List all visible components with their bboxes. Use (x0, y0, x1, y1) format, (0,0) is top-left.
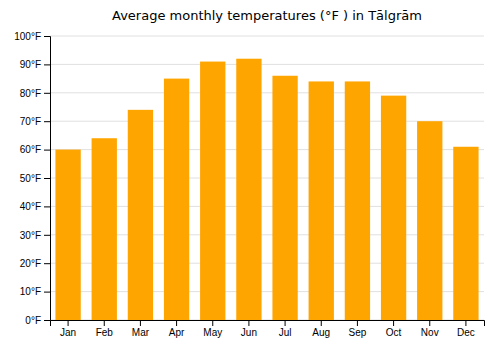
grid-line (50, 92, 484, 93)
y-tick-mark (44, 206, 50, 207)
grid-line (50, 36, 484, 37)
bar (55, 150, 80, 320)
x-tick-mark (465, 320, 466, 326)
y-tick-mark (44, 178, 50, 179)
y-tick-label: 80°F (20, 88, 41, 99)
bar (309, 81, 334, 320)
y-tick: 90°F (20, 59, 50, 70)
x-tick-mark (321, 320, 322, 326)
y-tick: 30°F (20, 230, 50, 241)
y-tick-label: 0°F (25, 315, 41, 326)
y-tick-mark (44, 121, 50, 122)
y-tick-mark (44, 150, 50, 151)
y-tick-label: 100°F (14, 31, 41, 42)
grid-line (50, 64, 484, 65)
y-tick-label: 90°F (20, 59, 41, 70)
x-tick-mark (140, 320, 141, 326)
x-tick-label: Dec (457, 327, 475, 338)
x-tick-label: Sep (349, 327, 367, 338)
y-axis: 0°F 10°F 20°F 30°F 40°F 50°F 60°F 70°F 80°F 90°F 1… (14, 31, 50, 326)
x-tick: Feb (96, 320, 114, 338)
plot-area: Jan Feb Mar Apr May Jun Jul Aug Sep Oct Nov Dec 0°F 1… (14, 31, 484, 338)
y-tick-mark (44, 235, 50, 236)
x-tick: Oct (386, 320, 402, 338)
y-tick: 40°F (20, 201, 50, 212)
y-tick-mark (44, 93, 50, 94)
y-tick-mark (44, 292, 50, 293)
bar (128, 110, 153, 320)
y-axis-line (44, 37, 51, 321)
x-tick-label: Feb (96, 327, 114, 338)
x-tick-mark (285, 320, 286, 326)
x-tick-mark (68, 320, 69, 326)
x-axis: Jan Feb Mar Apr May Jun Jul Aug Sep Oct Nov Dec (51, 320, 485, 338)
y-tick-mark (44, 64, 50, 65)
x-tick: Nov (421, 320, 439, 338)
y-tick-label: 30°F (20, 230, 41, 241)
x-tick: Aug (312, 320, 330, 338)
y-tick-label: 20°F (20, 258, 41, 269)
y-tick: 80°F (20, 88, 50, 99)
x-tick-mark (104, 320, 105, 326)
x-tick-label: Jan (60, 327, 76, 338)
y-tick-label: 40°F (20, 201, 41, 212)
y-tick-label: 10°F (20, 286, 41, 297)
x-tick: Apr (169, 320, 185, 338)
bar (164, 79, 189, 320)
bar (381, 96, 406, 320)
chart-container: Jan Feb Mar Apr May Jun Jul Aug Sep Oct Nov Dec 0°F 1… (0, 0, 500, 350)
y-tick: 70°F (20, 116, 50, 127)
chart-svg: Jan Feb Mar Apr May Jun Jul Aug Sep Oct Nov Dec 0°F 1… (0, 0, 500, 350)
x-tick: Jan (60, 320, 76, 338)
y-tick-label: 60°F (20, 144, 41, 155)
y-tick: 60°F (20, 144, 50, 155)
y-tick: 10°F (20, 286, 50, 297)
bar (236, 59, 261, 320)
bar (92, 138, 117, 320)
x-tick-mark (212, 320, 213, 326)
x-tick-label: Nov (421, 327, 439, 338)
x-axis-line (51, 321, 485, 327)
y-tick: 50°F (20, 173, 50, 184)
bar (272, 76, 297, 320)
x-tick-mark (393, 320, 394, 326)
x-tick-label: Jul (279, 327, 292, 338)
x-tick-mark (357, 320, 358, 326)
bars (55, 59, 478, 320)
x-tick: Sep (349, 320, 367, 338)
bar (345, 81, 370, 320)
x-tick: Jul (279, 320, 292, 338)
y-tick-mark (44, 36, 50, 37)
y-tick: 100°F (14, 31, 50, 42)
bar (453, 147, 478, 320)
x-tick-label: Mar (132, 327, 150, 338)
y-tick-mark (44, 263, 50, 264)
x-tick-label: Apr (169, 327, 185, 338)
grid (50, 36, 484, 320)
x-tick: Mar (132, 320, 150, 338)
chart-title: Average monthly temperatures (°F ) in Tā… (112, 8, 422, 23)
x-tick-label: May (203, 327, 222, 338)
x-tick-mark (176, 320, 177, 326)
y-tick: 0°F (25, 315, 50, 326)
x-tick-label: Oct (386, 327, 402, 338)
bar (200, 62, 225, 320)
x-tick-label: Jun (241, 327, 257, 338)
y-tick-label: 70°F (20, 116, 41, 127)
x-tick: Jun (241, 320, 257, 338)
y-tick: 20°F (20, 258, 50, 269)
bar (417, 121, 442, 320)
x-tick-label: Aug (312, 327, 330, 338)
y-tick-label: 50°F (20, 173, 41, 184)
x-tick-mark (429, 320, 430, 326)
x-tick-mark (248, 320, 249, 326)
x-tick: Dec (457, 320, 475, 338)
x-tick: May (203, 320, 222, 338)
y-tick-mark (44, 320, 50, 321)
